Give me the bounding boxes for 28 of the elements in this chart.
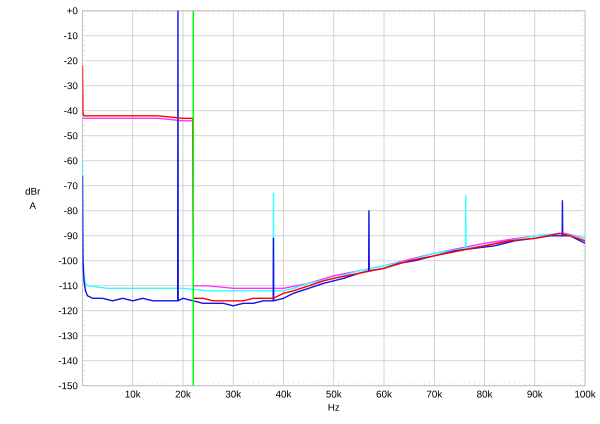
x-tick-label: 100k xyxy=(575,390,596,398)
x-tick-label: 80k xyxy=(477,390,492,398)
y-tick-label: -20 xyxy=(64,57,78,64)
x-tick-label: 50k xyxy=(326,390,342,398)
y-tick-label: -130 xyxy=(58,332,78,340)
x-tick-label: 10k xyxy=(126,390,141,398)
y-tick-label: -10 xyxy=(64,32,78,40)
y-tick-label: -30 xyxy=(64,82,78,90)
x-tick-label: 90k xyxy=(527,390,543,398)
x-tick-label: 40k xyxy=(276,390,292,398)
y-tick-label: +0 xyxy=(67,7,78,14)
y-tick-label: -90 xyxy=(64,232,78,240)
y-tick-label: -70 xyxy=(64,182,78,190)
y-tick-label: -150 xyxy=(58,382,78,390)
y-tick-label: -50 xyxy=(64,132,78,140)
y-tick-label: -60 xyxy=(64,157,78,164)
x-tick-label: 20k xyxy=(176,390,191,398)
x-axis-title: Hz xyxy=(328,404,340,411)
x-tick-label: 70k xyxy=(426,390,442,398)
y-tick-label: -110 xyxy=(59,282,78,290)
y-tick-label: -120 xyxy=(58,307,78,314)
y-tick-label: -40 xyxy=(64,107,78,114)
y-axis-title: dBr A xyxy=(26,188,40,209)
y-tick-label: -140 xyxy=(58,357,78,364)
y-tick-label: -100 xyxy=(58,257,78,264)
x-tick-label: 30k xyxy=(226,390,242,398)
x-tick-label: 60k xyxy=(376,390,392,398)
y-tick-label: -80 xyxy=(64,207,78,214)
